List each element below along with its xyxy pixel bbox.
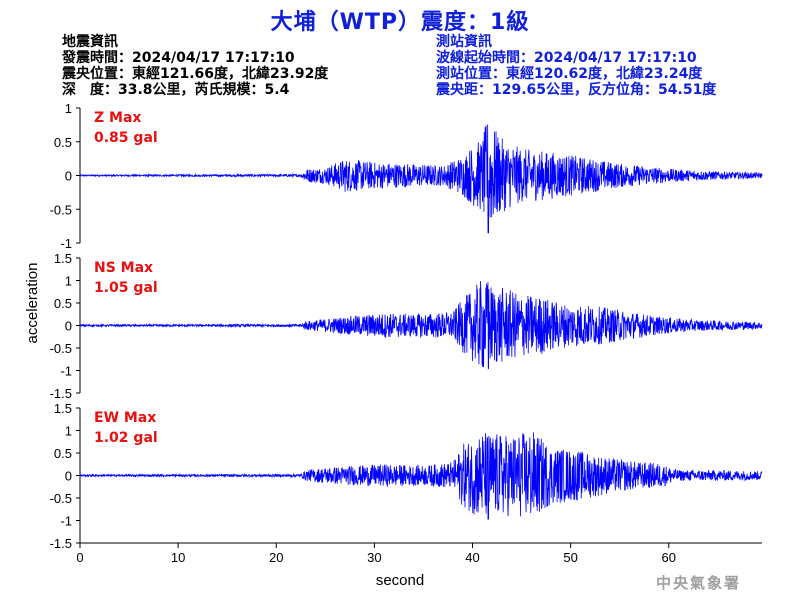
ns-y-tick-label: -0.5 (50, 341, 72, 356)
z-y-tick-label: 0 (65, 169, 72, 184)
z-max-value: 0.85 gal (94, 130, 158, 146)
ns-max-label: NS Max (94, 260, 154, 276)
ns-y-tick-label: 1 (65, 274, 72, 289)
ew-y-tick-label: 0 (65, 469, 72, 484)
z-max-label: Z Max (94, 110, 142, 126)
ns-waveform-series (79, 281, 763, 370)
earthquake-info-heading: 地震資訊 (62, 34, 118, 50)
y-axis-label: acceleration (24, 263, 41, 344)
ew-y-tick-label: -1.5 (50, 536, 72, 551)
ns-y-tick-label: 1.5 (54, 251, 72, 266)
distance-azimuth: 震央距：129.65公里，反方位角：54.51度 (436, 82, 717, 98)
station-info-heading: 測站資訊 (436, 34, 492, 50)
origin-time: 發震時間：2024/04/17 17:17:10 (62, 50, 295, 66)
agency-logo-text: 中央氣象署 (656, 574, 742, 592)
z-max-box: Z Max 0.85 gal (94, 108, 158, 148)
ns-max-box: NS Max 1.05 gal (94, 258, 158, 298)
earthquake-info: 地震資訊 發震時間：2024/04/17 17:17:10 震央位置：東經121… (62, 34, 328, 98)
ew-y-tick-label: -1 (60, 514, 72, 529)
wave-start-time: 波線起始時間：2024/04/17 17:17:10 (436, 50, 697, 66)
ew-y-tick-label: -0.5 (50, 491, 72, 506)
z-y-tick-label: 0.5 (54, 135, 72, 150)
ew-y-tick-label: 1 (65, 424, 72, 439)
station-info: 測站資訊 波線起始時間：2024/04/17 17:17:10 測站位置：東經1… (436, 34, 716, 98)
x-tick-label: 40 (465, 550, 479, 565)
ns-y-tick-label: 0 (65, 319, 72, 334)
x-tick-label: 30 (367, 550, 381, 565)
ew-y-tick-label: 1.5 (54, 401, 72, 416)
x-tick-label: 50 (563, 550, 577, 565)
x-tick-label: 0 (76, 550, 83, 565)
z-y-tick-label: -0.5 (50, 202, 72, 217)
ew-y-tick-label: 0.5 (54, 446, 72, 461)
station-location: 測站位置：東經120.62度，北緯23.24度 (436, 66, 703, 82)
ns-y-tick-label: -1 (60, 364, 72, 379)
ns-y-tick-label: 0.5 (54, 296, 72, 311)
z-y-tick-label: -1 (60, 236, 72, 251)
ew-max-label: EW Max (94, 410, 157, 426)
x-tick-label: 60 (662, 550, 676, 565)
x-tick-label: 10 (171, 550, 185, 565)
ew-max-value: 1.02 gal (94, 430, 158, 446)
ns-max-value: 1.05 gal (94, 280, 158, 296)
x-tick-label: 20 (269, 550, 283, 565)
z-y-tick-label: 1 (65, 101, 72, 116)
z-waveform-series (79, 124, 763, 234)
depth-magnitude: 深 度：33.8公里，芮氏規模：5.4 (62, 82, 290, 98)
x-axis-label: second (376, 572, 424, 589)
epicenter-location: 震央位置：東經121.66度，北緯23.92度 (62, 66, 329, 82)
page-title: 大埔（WTP）震度：1級 (270, 10, 530, 35)
ew-max-box: EW Max 1.02 gal (94, 408, 158, 448)
ew-waveform-series (79, 432, 763, 520)
ns-y-tick-label: -1.5 (50, 386, 72, 401)
